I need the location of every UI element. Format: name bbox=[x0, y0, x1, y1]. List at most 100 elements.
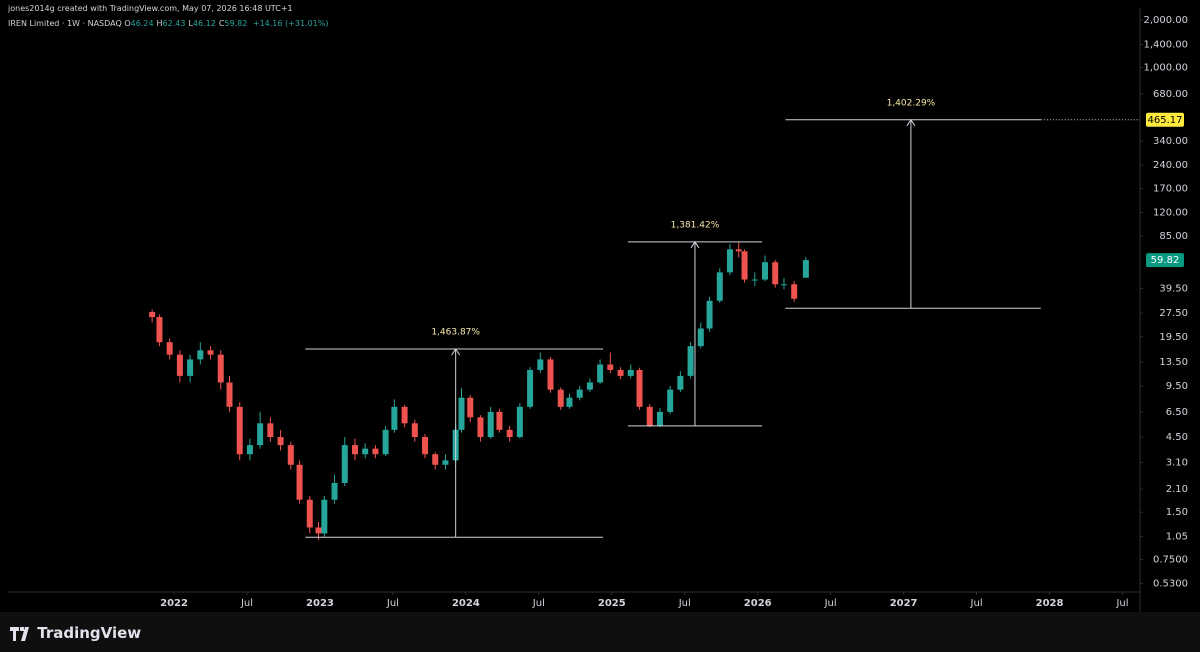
candle-body bbox=[442, 460, 449, 465]
candle-body bbox=[391, 406, 398, 430]
candle-body bbox=[762, 262, 769, 280]
ohlc: O46.24 H62.43 L46.12 C59.82 bbox=[124, 19, 250, 28]
y-tick-label: 1,000.00 bbox=[1143, 62, 1188, 73]
candle-body bbox=[477, 417, 484, 438]
ohlc-label: C bbox=[218, 19, 225, 28]
candle-body bbox=[246, 445, 253, 455]
candle-body bbox=[557, 389, 564, 407]
candle-body bbox=[772, 262, 779, 285]
ohlc-label: H bbox=[156, 19, 163, 28]
brand-name: TradingView bbox=[37, 624, 142, 642]
y-tick-label: 6.50 bbox=[1166, 407, 1188, 418]
x-tick-label: Jul bbox=[532, 598, 545, 609]
price-tag-label: 465.17 bbox=[1148, 115, 1183, 126]
y-tick-label: 1,400.00 bbox=[1143, 39, 1188, 50]
y-tick-label: 4.50 bbox=[1166, 432, 1188, 443]
candle-body bbox=[217, 354, 224, 383]
candle-body bbox=[257, 423, 264, 446]
y-tick-label: 240.00 bbox=[1153, 160, 1188, 171]
y-tick-label: 170.00 bbox=[1153, 184, 1188, 195]
candle-body bbox=[667, 389, 674, 412]
logo bbox=[10, 626, 29, 641]
ohlc-label: L bbox=[188, 19, 193, 28]
candle-body bbox=[506, 429, 513, 438]
candle-body bbox=[597, 364, 604, 383]
measure-label: 1,381.42% bbox=[671, 220, 720, 230]
candle-body bbox=[287, 445, 294, 465]
x-tick-label: Jul bbox=[678, 598, 691, 609]
candle-body bbox=[176, 354, 183, 376]
candle-body bbox=[467, 397, 474, 418]
candle-body bbox=[496, 411, 503, 430]
ohlc-value: 62.43 bbox=[162, 19, 186, 28]
candle-body bbox=[726, 249, 733, 273]
candle-body bbox=[197, 350, 204, 360]
candle-body bbox=[780, 284, 787, 286]
y-tick-label: 3.10 bbox=[1166, 458, 1188, 469]
x-tick-label: 2028 bbox=[1036, 598, 1064, 609]
x-tick-label: Jul bbox=[824, 598, 837, 609]
candle-body bbox=[341, 445, 348, 483]
candle-body bbox=[382, 429, 389, 455]
measure-label: 1,463.87% bbox=[431, 328, 480, 338]
y-tick-label: 19.50 bbox=[1159, 332, 1188, 343]
candle-body bbox=[527, 369, 534, 407]
candle-body bbox=[236, 406, 243, 455]
candle-body bbox=[741, 251, 748, 280]
candle-body bbox=[372, 448, 379, 455]
footer-bar bbox=[0, 612, 1200, 652]
candle-body bbox=[187, 359, 194, 376]
x-tick-label: 2023 bbox=[306, 598, 334, 609]
x-tick-label: Jul bbox=[1115, 598, 1128, 609]
candle-body bbox=[751, 279, 758, 281]
ohlc-label: O bbox=[124, 19, 131, 28]
candle-body bbox=[656, 411, 663, 426]
y-tick-label: 1.50 bbox=[1166, 507, 1188, 518]
brand: TradingView bbox=[10, 624, 141, 642]
x-tick-label: Jul bbox=[386, 598, 399, 609]
price-tag bbox=[1146, 112, 1184, 127]
y-tick-label: 2,000.00 bbox=[1143, 15, 1188, 26]
candle-body bbox=[296, 464, 303, 500]
ohlc-value: 59.82 bbox=[224, 19, 248, 28]
candle-body bbox=[277, 437, 284, 446]
last-price-label: 59.82 bbox=[1151, 255, 1180, 266]
x-tick-label: Jul bbox=[240, 598, 253, 609]
y-tick-label: 120.00 bbox=[1153, 207, 1188, 218]
y-tick-label: 9.50 bbox=[1166, 381, 1188, 392]
candle-body bbox=[547, 359, 554, 390]
symbol: IREN Limited · 1W · NASDAQ bbox=[8, 19, 122, 28]
candle-body bbox=[716, 272, 723, 301]
y-tick-label: 85.00 bbox=[1159, 231, 1188, 242]
x-tick-label: 2026 bbox=[744, 598, 772, 609]
last-price-tag bbox=[1146, 253, 1184, 268]
candle-body bbox=[411, 423, 418, 438]
arrow-head bbox=[906, 118, 916, 127]
y-tick-label: 39.50 bbox=[1159, 283, 1188, 294]
candle-body bbox=[267, 423, 274, 438]
y-tick-label: 0.5300 bbox=[1153, 578, 1188, 589]
candle-body bbox=[432, 454, 439, 465]
legend: IREN Limited · 1W · NASDAQ O46.24 H62.43 L… bbox=[8, 19, 331, 28]
candle-body bbox=[422, 437, 429, 455]
candle-body bbox=[791, 284, 798, 299]
candle-body bbox=[576, 389, 583, 398]
candle-body bbox=[149, 312, 156, 318]
arrow-head bbox=[690, 241, 700, 249]
candle-body bbox=[516, 406, 523, 438]
candle-body bbox=[677, 375, 684, 390]
candle-body bbox=[566, 397, 573, 407]
candle-body bbox=[735, 249, 742, 252]
ohlc-value: 46.24 bbox=[130, 19, 154, 28]
candle-body bbox=[321, 499, 328, 534]
y-tick-label: 680.00 bbox=[1153, 89, 1188, 100]
candle-body bbox=[636, 369, 643, 407]
y-tick-label: 27.50 bbox=[1159, 308, 1188, 319]
candle-body bbox=[802, 260, 809, 278]
ohlc-value: 46.12 bbox=[192, 19, 216, 28]
candle-body bbox=[487, 411, 494, 438]
y-tick-label: 1.05 bbox=[1166, 532, 1188, 543]
y-tick-label: 13.50 bbox=[1159, 357, 1188, 368]
